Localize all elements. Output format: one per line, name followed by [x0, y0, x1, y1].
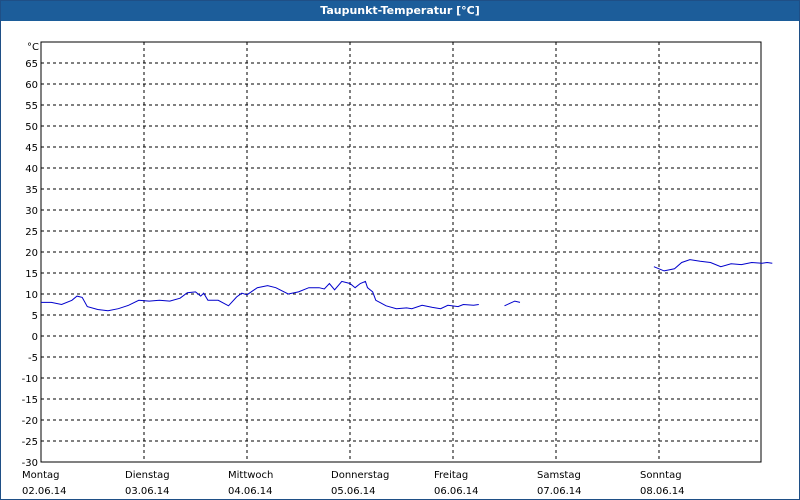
- x-tick-date-label: 04.06.14: [228, 486, 273, 497]
- series-dewpoint: [41, 259, 773, 312]
- x-tick-labels: Montag 02.06.14 Dienstag 03.06.14 Mittwoch 04…: [22, 470, 685, 497]
- series-line-segment: [504, 300, 521, 307]
- x-tick-date-label: 07.06.14: [537, 486, 582, 497]
- y-tick-label: 10: [25, 290, 38, 301]
- y-tick-label: 50: [25, 122, 38, 133]
- y-tick-label: -20: [22, 416, 38, 427]
- y-tick-label: 40: [25, 164, 38, 175]
- x-tick-day-label: Montag: [22, 470, 59, 481]
- y-tick-label: 45: [25, 143, 38, 154]
- y-tick-label: -25: [22, 437, 38, 448]
- x-tick-date-label: 06.06.14: [434, 486, 479, 497]
- x-tick-day-label: Donnerstag: [331, 470, 389, 481]
- gridlines: [41, 42, 761, 462]
- dewpoint-chart: °C 65605550454035302520151050-5-10-15-20…: [22, 41, 773, 497]
- x-tick-date-label: 08.06.14: [640, 486, 685, 497]
- x-tick-date-label: 02.06.14: [22, 486, 67, 497]
- y-tick-label: 0: [32, 332, 38, 343]
- y-tick-label: 5: [32, 311, 38, 322]
- y-tick-label: 55: [25, 101, 38, 112]
- x-tick-day-label: Mittwoch: [228, 470, 273, 481]
- series-line-segment: [653, 259, 773, 272]
- x-tick-date-label: 05.06.14: [331, 486, 376, 497]
- y-axis-unit-label: °C: [27, 42, 39, 53]
- y-tick-label: -30: [22, 458, 38, 469]
- y-tick-label: -5: [28, 353, 38, 364]
- y-tick-label: 35: [25, 185, 38, 196]
- window-title: Taupunkt-Temperatur [°C]: [1, 1, 799, 21]
- x-tick-day-label: Freitag: [434, 470, 468, 481]
- y-tick-label: 25: [25, 227, 38, 238]
- y-tick-label: -10: [22, 374, 38, 385]
- y-tick-label: 65: [25, 59, 38, 70]
- y-tick-label: 20: [25, 248, 38, 259]
- x-tick-day-label: Sonntag: [640, 470, 682, 481]
- y-tick-label: 60: [25, 80, 38, 91]
- x-tick-date-label: 03.06.14: [125, 486, 170, 497]
- y-tick-labels: 65605550454035302520151050-5-10-15-20-25…: [22, 59, 38, 469]
- x-tick-day-label: Dienstag: [125, 470, 170, 481]
- x-tick-day-label: Samstag: [537, 470, 581, 481]
- y-tick-label: 15: [25, 269, 38, 280]
- y-tick-label: -15: [22, 395, 38, 406]
- y-tick-label: 30: [25, 206, 38, 217]
- series-line-segment: [41, 280, 479, 312]
